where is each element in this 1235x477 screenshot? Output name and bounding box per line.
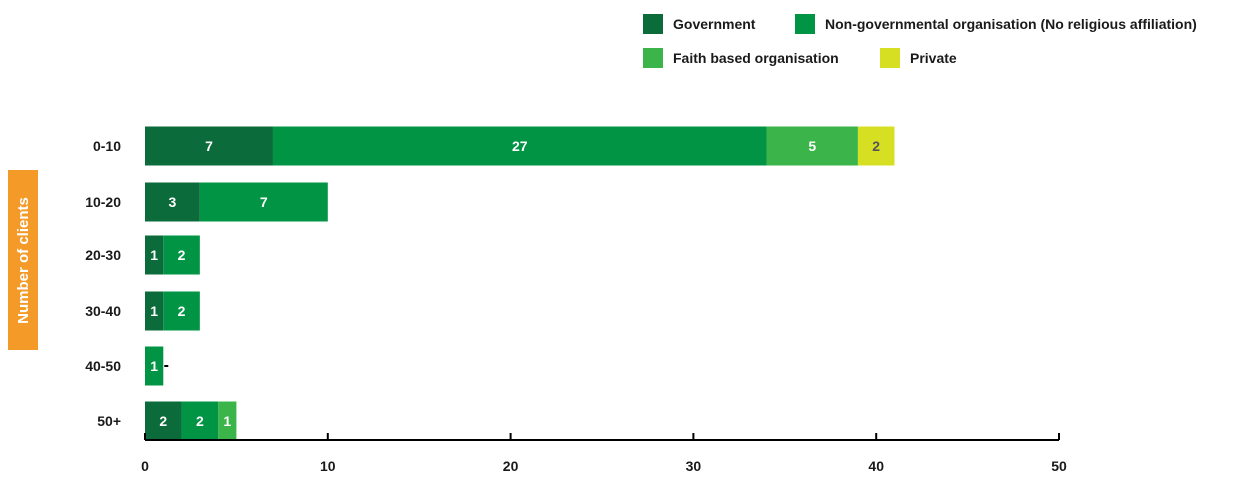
y-tick-labels: 0-10 10-20 20-30 30-40 40-50 50+	[85, 138, 121, 429]
x-axis: 0 10 20 30 40 50	[141, 365, 1067, 474]
bar-0-10-0	[145, 126, 273, 166]
bar-value-label: 2	[872, 138, 880, 154]
bar-value-label: 1	[150, 303, 158, 319]
y-axis-label-box: Number of clients	[8, 170, 38, 350]
x-tick-label: 40	[868, 458, 884, 474]
bar-value-label: 2	[196, 413, 204, 429]
bar-10-20-1	[199, 182, 328, 222]
bar-value-label: 27	[512, 138, 528, 154]
bar-30-40-1	[163, 291, 200, 331]
bar-50+-2	[218, 401, 237, 441]
bar-30-40-0	[145, 291, 164, 331]
legend-item-government: Government	[643, 14, 755, 34]
y-tick-label: 30-40	[85, 303, 121, 319]
x-tick-label: 0	[141, 458, 149, 474]
y-tick-label: 0-10	[93, 138, 121, 154]
bars-group	[145, 126, 895, 441]
bar-value-label: 5	[808, 138, 816, 154]
x-tick-label: 10	[320, 458, 336, 474]
bar-value-label: 2	[159, 413, 167, 429]
bar-50+-0	[145, 401, 182, 441]
legend-swatch-ngo	[795, 14, 815, 34]
bar-value-label: 1	[150, 358, 158, 374]
bar-0-10-1	[272, 126, 767, 166]
bar-10-20-0	[145, 182, 200, 222]
bar-value-label: 2	[178, 303, 186, 319]
y-tick-label: 10-20	[85, 194, 121, 210]
legend-label-faith-based: Faith based organisation	[673, 50, 839, 66]
bar-labels-group: 7 27 5 2 3 7 1 2 1 2 1 2 2 1	[150, 138, 880, 429]
x-tick-label: 50	[1051, 458, 1067, 474]
bar-50+-1	[181, 401, 219, 441]
y-axis-label: Number of clients	[14, 196, 32, 324]
x-tick-label: 20	[503, 458, 519, 474]
legend-item-ngo: Non-governmental organisation (No religi…	[795, 14, 1197, 34]
y-tick-label: 50+	[97, 413, 121, 429]
bar-20-30-1	[163, 235, 200, 275]
legend-label-government: Government	[673, 16, 756, 32]
bar-value-label: 2	[178, 247, 186, 263]
legend-item-private: Private	[880, 48, 957, 68]
bar-value-label: 3	[169, 194, 177, 210]
legend-swatch-private	[880, 48, 900, 68]
legend-swatch-government	[643, 14, 663, 34]
legend-item-faith-based: Faith based organisation	[643, 48, 839, 68]
bar-40-50-1	[145, 346, 164, 386]
bar-20-30-0	[145, 235, 164, 275]
bar-0-10-2	[766, 126, 858, 166]
y-tick-label: 40-50	[85, 358, 121, 374]
legend-label-ngo: Non-governmental organisation (No religi…	[825, 16, 1197, 32]
bar-value-label: 1	[150, 247, 158, 263]
legend-swatch-faith-based	[643, 48, 663, 68]
x-tick-label: 30	[686, 458, 702, 474]
y-tick-label: 20-30	[85, 247, 121, 263]
bar-0-10-3	[857, 126, 895, 166]
bar-value-label: 7	[260, 194, 268, 210]
bar-value-label: 7	[205, 138, 213, 154]
bar-value-label: 1	[223, 413, 231, 429]
legend-label-private: Private	[910, 50, 957, 66]
